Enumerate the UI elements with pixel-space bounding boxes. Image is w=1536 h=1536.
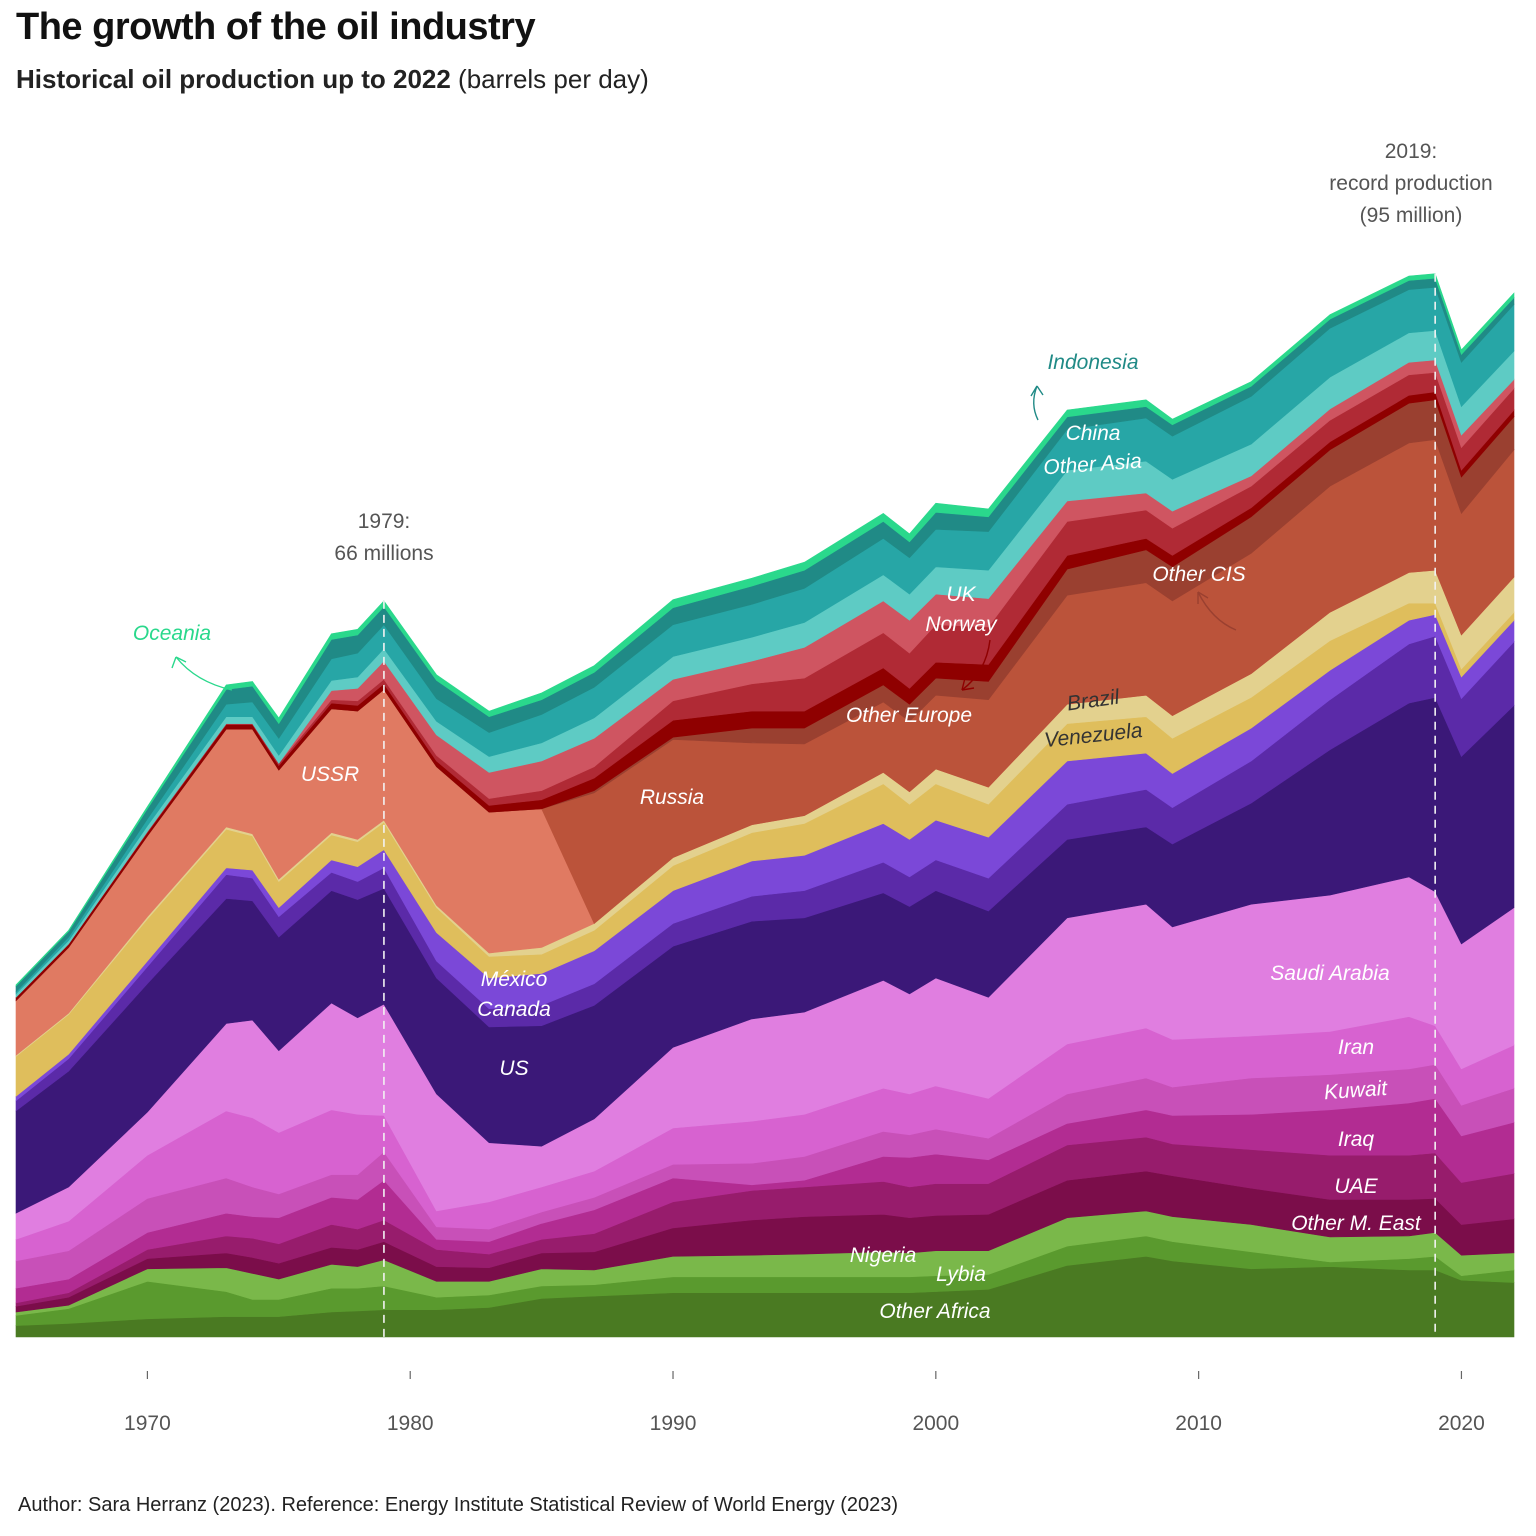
label-other-m-east: Other M. East	[1291, 1212, 1422, 1235]
label-china: China	[1066, 422, 1121, 445]
label-kuwait: Kuwait	[1323, 1077, 1389, 1104]
stacked-area-chart: 1970 1980 1990 2000 2010 2020 1979: 66 million…	[15, 140, 1515, 1435]
label-other-africa: Other Africa	[879, 1300, 990, 1323]
label-lybia: Lybia	[936, 1263, 986, 1286]
label-iraq: Iraq	[1338, 1128, 1375, 1151]
annotation-2019-line-1: record production	[1329, 172, 1492, 195]
label-other-cis: Other CIS	[1152, 563, 1245, 586]
chart-subtitle: Historical oil production up to 2022 (ba…	[16, 64, 649, 95]
label-other-europe: Other Europe	[846, 704, 972, 727]
label-iran: Iran	[1338, 1036, 1374, 1059]
label-ussr: USSR	[301, 763, 359, 786]
x-tick-label-1970: 1970	[124, 1412, 171, 1435]
annotation-2019-line-0: 2019:	[1385, 140, 1438, 163]
label-uk: UK	[946, 583, 976, 606]
label-uae: UAE	[1334, 1175, 1378, 1198]
annotation-1979-line-0: 1979:	[358, 510, 411, 533]
area-layers	[15, 273, 1515, 1338]
indonesia-arrow-head	[1030, 385, 1044, 397]
label-us: US	[499, 1057, 528, 1080]
norway-arrow	[961, 639, 991, 691]
oceania-arrow	[175, 656, 233, 691]
source-caption: Author: Sara Herranz (2023). Reference: …	[18, 1494, 899, 1516]
label-norway: Norway	[925, 613, 998, 636]
x-tick-label-1990: 1990	[650, 1412, 697, 1435]
label-saudi-arabia: Saudi Arabia	[1270, 962, 1389, 985]
label-indonesia: Indonesia	[1047, 351, 1138, 374]
norway-arrow-head	[961, 677, 975, 691]
label-m-xico: México	[481, 968, 548, 991]
x-tick-label-2000: 2000	[912, 1412, 959, 1435]
x-tick-label-2020: 2020	[1438, 1412, 1485, 1435]
subtitle-unit: (barrels per day)	[450, 64, 649, 94]
annotation-lines	[383, 273, 1436, 1337]
label-canada: Canada	[477, 998, 551, 1021]
subtitle-bold: Historical oil production up to 2022	[16, 64, 451, 94]
annotation-2019-line-2: (95 million)	[1360, 204, 1463, 227]
x-tick-label-1980: 1980	[387, 1412, 434, 1435]
other-cis-arrow	[1197, 591, 1237, 631]
other-cis-arrow-head	[1197, 591, 1209, 604]
label-russia: Russia	[640, 786, 704, 809]
label-nigeria: Nigeria	[850, 1244, 917, 1267]
annotation-1979-line-1: 66 millions	[334, 542, 433, 565]
area-oceania	[15, 273, 1515, 987]
annotations: 1979: 66 millions 2019: record production (9…	[334, 140, 1492, 565]
oceania-arrow-head	[171, 656, 187, 669]
x-tick-label-2010: 2010	[1175, 1412, 1222, 1435]
chart-title: The growth of the oil industry	[16, 6, 536, 48]
x-axis: 1970 1980 1990 2000 2010 2020	[124, 1371, 1485, 1435]
label-oceania: Oceania	[133, 622, 211, 645]
